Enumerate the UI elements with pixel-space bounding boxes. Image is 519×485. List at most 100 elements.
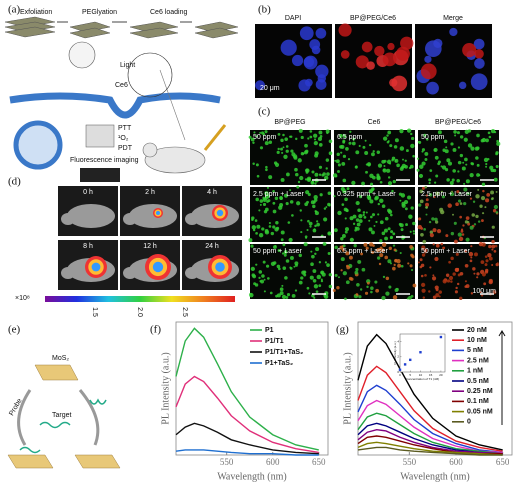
scale-label: 100 μm (473, 288, 497, 295)
cell-dot (400, 36, 414, 50)
series-line (175, 449, 319, 456)
cell-dot (384, 236, 388, 241)
cell-dot (456, 282, 460, 286)
cell-dot (255, 134, 258, 138)
cell-dot (374, 195, 379, 200)
cell-dot (386, 168, 391, 173)
cell-dot (452, 148, 457, 152)
cell-dot (369, 144, 372, 147)
time-label: 4 h (207, 189, 217, 196)
cell-dot (481, 137, 487, 143)
cell-dot (473, 223, 477, 226)
cell-dot (412, 221, 416, 226)
cell-dot (469, 173, 474, 178)
cell-dot (393, 248, 397, 252)
schematic-e (7, 364, 121, 469)
cell-dot (458, 192, 462, 195)
cell-dot (424, 251, 427, 254)
cell-dot (402, 158, 404, 161)
cell-dot (465, 237, 470, 242)
series-line (175, 422, 319, 455)
cell-dot (399, 251, 402, 255)
cell-dot (421, 288, 426, 293)
cell-dot (419, 199, 424, 204)
cell-dot (356, 282, 360, 287)
series-line (357, 399, 503, 454)
cell-dot (409, 244, 413, 249)
cell-dot (336, 286, 340, 290)
cell-dot (470, 292, 474, 295)
cell-dot (355, 150, 360, 155)
cell-dot (437, 130, 442, 135)
cell-dot (345, 251, 350, 256)
cell-dot (445, 146, 448, 149)
cell-dot (337, 276, 340, 279)
cell-dot (391, 189, 394, 193)
cell-dot (299, 209, 302, 212)
cell-dot (267, 277, 270, 280)
cell-dot (429, 169, 433, 173)
cell-dot (462, 224, 465, 227)
imaging-label: Fluorescence imaging (70, 157, 139, 164)
light-label: Light (120, 62, 135, 69)
cell-dot (459, 202, 463, 205)
cell-dot (389, 213, 393, 217)
cell-dot (409, 264, 413, 268)
cell-dot (377, 202, 380, 206)
cell-dot (425, 206, 429, 209)
cell-dot (258, 233, 264, 238)
cell-dot (274, 162, 280, 167)
cell-dot (433, 196, 436, 199)
cell-dot (252, 228, 256, 232)
cell-dot (369, 199, 374, 204)
column-header: BP@PEG/Ce6 (350, 15, 396, 22)
cell-dot (265, 168, 268, 172)
cell-dot (280, 39, 297, 56)
x-tick-label: 600 (449, 457, 463, 467)
cell-dot (356, 222, 361, 227)
cell-dot (450, 142, 454, 146)
cell-dot (368, 219, 371, 222)
cell-dot (485, 162, 488, 166)
mouse-head (185, 213, 199, 225)
cell-dot (277, 132, 281, 136)
cell-dot (383, 159, 387, 163)
cell-dot (424, 248, 428, 252)
cell-dot (422, 296, 426, 299)
cell-dot (266, 186, 270, 189)
cell-dot (308, 292, 311, 295)
cell-dot (493, 204, 499, 210)
condition-label: 6.5 ppm + Laser (337, 248, 388, 255)
cell-dot (355, 293, 359, 296)
cell-dot (491, 248, 494, 251)
cell-dot (381, 242, 387, 247)
cell-dot (254, 283, 259, 287)
cell-dot (440, 209, 445, 215)
cell-dot (342, 271, 347, 276)
cell-dot (285, 145, 289, 148)
cell-dot (355, 165, 358, 168)
cell-dot (474, 49, 484, 59)
cell-dot (365, 246, 369, 250)
cell-dot (260, 131, 265, 135)
y-tick-label: 2 (397, 355, 399, 359)
cell-dot (432, 295, 437, 300)
cell-dot (464, 220, 469, 224)
cell-dot (283, 253, 287, 257)
condition-label: 2.5 ppm + Laser (421, 191, 472, 198)
series-line (357, 333, 503, 451)
cell-dot (248, 238, 253, 243)
condition-label: 6.5 ppm (337, 134, 362, 141)
cell-dot (383, 228, 388, 233)
cell-dot (358, 295, 362, 299)
cell-dot (429, 233, 434, 238)
cell-dot (442, 279, 447, 284)
cell-dot (278, 267, 281, 271)
cell-dot (392, 266, 396, 271)
cell-dot (483, 157, 489, 163)
cell-dot (272, 201, 276, 205)
cell-dot (446, 158, 451, 163)
cell-dot (481, 182, 486, 187)
cell-dot (346, 187, 350, 191)
cell-dot (339, 145, 343, 149)
